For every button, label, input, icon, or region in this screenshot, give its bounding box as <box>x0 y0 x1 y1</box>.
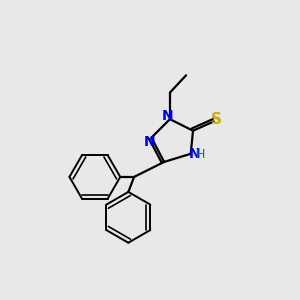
Text: N: N <box>161 109 173 123</box>
Text: S: S <box>211 112 222 127</box>
Text: N: N <box>189 147 201 161</box>
Text: N: N <box>143 135 155 149</box>
Text: H: H <box>196 148 205 161</box>
